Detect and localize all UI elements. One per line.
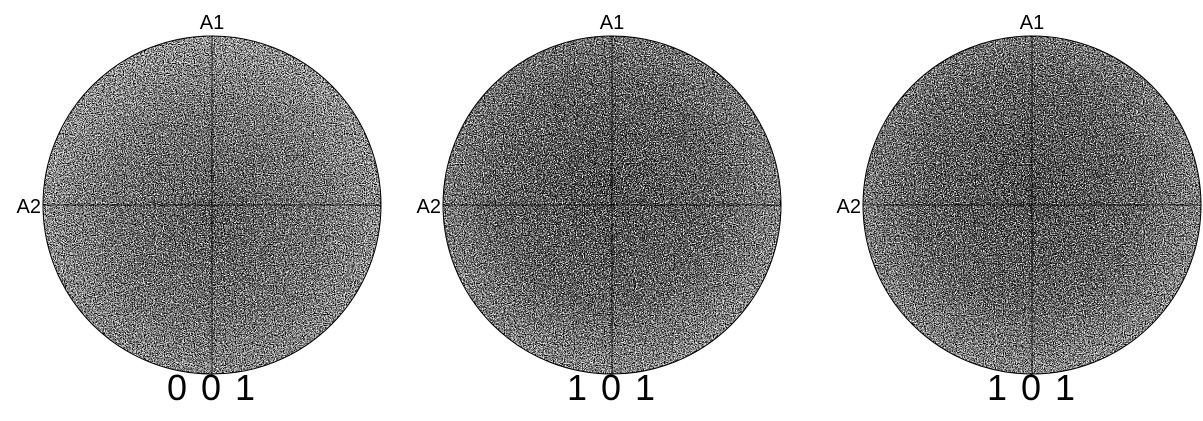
panel-label: 1 0 1	[987, 367, 1077, 408]
outline	[42, 35, 382, 375]
outline	[862, 35, 1202, 375]
left-axis-label: A2	[417, 196, 441, 218]
top-axis-label: A1	[200, 12, 224, 34]
panel-label: 0 0 1	[167, 367, 257, 408]
left-axis-label: A2	[17, 196, 41, 218]
outline	[442, 35, 782, 375]
top-axis-label: A1	[600, 12, 624, 34]
top-axis-label: A1	[1020, 12, 1044, 34]
left-axis-label: A2	[837, 196, 861, 218]
panel-label: 1 0 1	[567, 367, 657, 408]
